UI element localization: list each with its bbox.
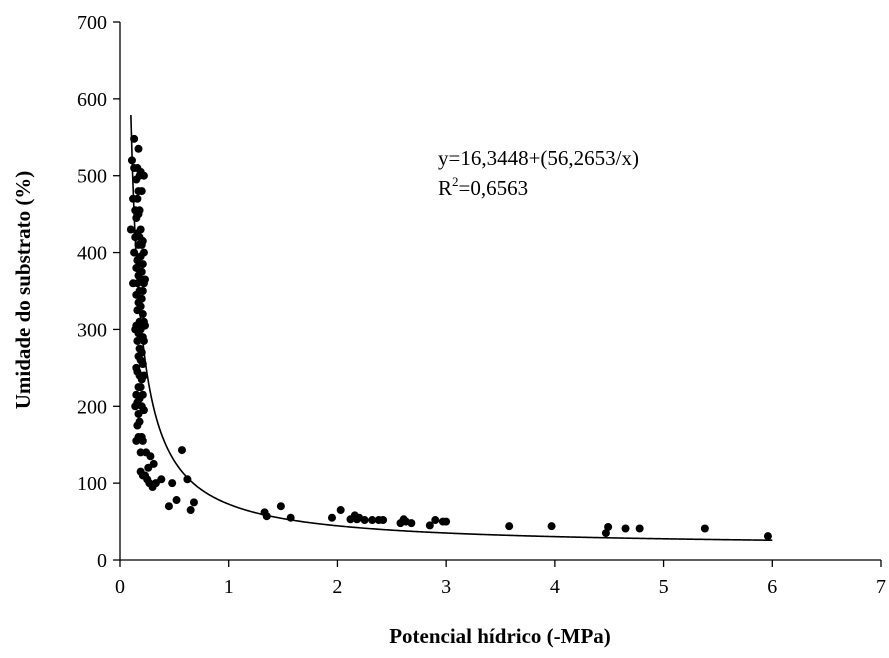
data-point <box>141 321 149 330</box>
data-point <box>431 516 440 525</box>
x-tick-label: 7 <box>876 576 886 598</box>
data-point <box>262 512 271 521</box>
data-point <box>138 237 147 246</box>
data-point <box>700 524 709 533</box>
data-point <box>135 417 144 426</box>
r-squared-prefix: R <box>438 176 452 200</box>
data-point <box>141 275 149 284</box>
data-point <box>360 516 369 525</box>
r-squared-value: =0,6563 <box>459 176 529 200</box>
x-tick-label: 3 <box>441 576 451 598</box>
data-point <box>186 506 195 515</box>
data-point <box>442 517 451 526</box>
data-point <box>164 502 173 511</box>
y-tick-label: 400 <box>77 243 107 265</box>
y-tick-label: 0 <box>97 550 107 572</box>
data-point <box>133 194 142 203</box>
y-tick-label: 500 <box>77 166 107 188</box>
data-point <box>621 524 630 533</box>
x-tick-label: 4 <box>550 576 560 598</box>
data-point <box>136 302 145 311</box>
data-point <box>136 383 145 392</box>
data-point <box>425 521 434 530</box>
y-axis-ticks: 0 100 200 300 400 500 600 700 <box>77 12 120 572</box>
data-point <box>130 134 139 143</box>
y-tick-label: 600 <box>77 89 107 111</box>
data-point <box>136 225 145 234</box>
data-point <box>137 187 146 196</box>
data-point <box>138 310 147 319</box>
data-point <box>130 248 139 257</box>
data-point <box>137 348 146 357</box>
x-axis-title: Potencial hídrico (-MPa) <box>389 624 611 648</box>
data-point <box>379 516 388 525</box>
data-point <box>134 144 143 153</box>
data-point <box>368 516 377 525</box>
y-tick-label: 700 <box>77 12 107 34</box>
data-point <box>172 496 181 505</box>
y-tick-label: 200 <box>77 396 107 418</box>
y-tick-label: 100 <box>77 473 107 495</box>
y-axis-title: Umidade do substrato (%) <box>11 171 35 410</box>
x-tick-label: 6 <box>767 576 777 598</box>
data-point <box>407 519 416 528</box>
data-point <box>138 436 147 445</box>
data-point <box>126 225 135 234</box>
data-point <box>137 267 146 276</box>
data-point <box>547 522 556 531</box>
data-point <box>138 360 147 369</box>
data-point <box>286 513 295 522</box>
data-points <box>126 134 772 541</box>
data-point <box>127 156 136 165</box>
data-point <box>139 406 148 415</box>
x-tick-label: 2 <box>332 576 342 598</box>
data-point <box>635 524 644 533</box>
x-tick-label: 1 <box>224 576 234 598</box>
data-point <box>177 446 186 455</box>
equation-label: y=16,3448+(56,2653/x) <box>438 146 639 170</box>
x-tick-label: 5 <box>659 576 669 598</box>
data-point <box>601 529 610 538</box>
x-tick-label: 0 <box>115 576 125 598</box>
data-point <box>138 260 147 269</box>
data-point <box>276 502 285 511</box>
data-point <box>135 206 144 215</box>
data-point <box>505 522 514 531</box>
data-point <box>137 294 146 303</box>
fit-curve <box>130 114 773 542</box>
r-squared-label: R2=0,6563 <box>438 174 528 200</box>
x-axis-ticks: 0 1 2 3 4 5 6 7 <box>115 560 886 598</box>
data-point <box>139 171 148 180</box>
data-point <box>157 475 166 484</box>
data-point <box>139 371 148 380</box>
data-point <box>139 336 148 345</box>
data-point <box>336 506 345 515</box>
data-point <box>138 390 147 399</box>
data-point <box>189 498 198 507</box>
data-point <box>146 452 155 461</box>
data-point <box>168 479 177 488</box>
data-point <box>327 513 336 522</box>
data-point <box>138 287 147 295</box>
data-point <box>139 248 148 257</box>
r-squared-sup: 2 <box>452 174 459 189</box>
y-tick-label: 300 <box>77 319 107 341</box>
data-point <box>763 532 772 541</box>
data-point <box>149 459 158 468</box>
data-point <box>183 475 192 484</box>
data-point <box>604 522 613 531</box>
